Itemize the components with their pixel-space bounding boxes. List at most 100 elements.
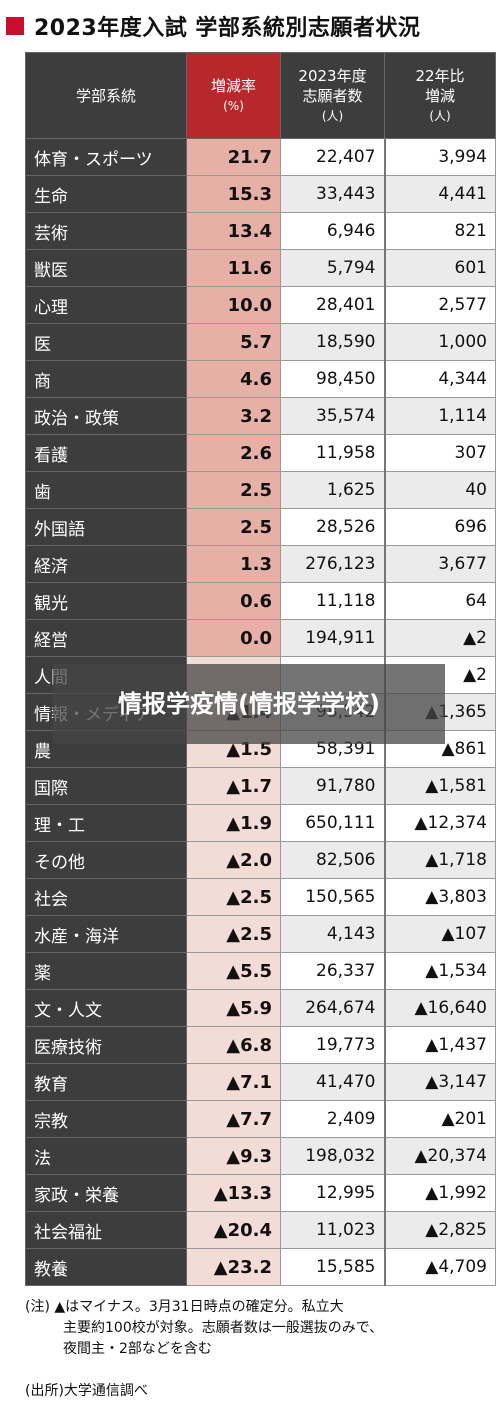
change-cell: ▲4,709 (384, 1248, 496, 1286)
applicants-cell: 11,958 (280, 434, 386, 472)
category-cell: 国際 (25, 767, 187, 805)
rate-cell: 2.5 (186, 471, 281, 509)
rate-cell: 3.2 (186, 397, 281, 435)
category-cell: 外国語 (25, 508, 187, 546)
category-cell: 経営 (25, 619, 187, 657)
applicants-cell: 82,506 (280, 841, 386, 879)
change-cell: 3,994 (384, 138, 496, 176)
notes: (注) ▲はマイナス。3月31日時点の確定分。私立大 主要約100校が対象。志願… (25, 1297, 495, 1360)
applicants-cell: 2,409 (280, 1100, 386, 1138)
category-cell: 歯 (25, 471, 187, 509)
category-cell: 教育 (25, 1063, 187, 1101)
table-row: 水産・海洋 ▲2.5 4,143 ▲107 (25, 915, 496, 953)
table-header-row: 学部系統 増減率 (%) 2023年度志願者数 (人) 22年比増減 (人) (25, 52, 496, 139)
table-row: 社会 ▲2.5 150,565 ▲3,803 (25, 878, 496, 916)
change-cell: ▲1,534 (384, 952, 496, 990)
change-cell: 1,114 (384, 397, 496, 435)
rate-cell: ▲1.9 (186, 804, 281, 842)
rate-cell: ▲2.0 (186, 841, 281, 879)
category-cell: 政治・政策 (25, 397, 187, 435)
category-cell: 商 (25, 360, 187, 398)
table-row: 商 4.6 98,450 4,344 (25, 360, 496, 398)
applicants-cell: 194,911 (280, 619, 386, 657)
change-cell: ▲2 (384, 619, 496, 657)
change-cell: 4,441 (384, 175, 496, 213)
applicants-cell: 33,443 (280, 175, 386, 213)
category-cell: 経済 (25, 545, 187, 583)
change-cell: ▲2,825 (384, 1211, 496, 1249)
applicants-cell: 5,794 (280, 249, 386, 287)
applicants-cell: 150,565 (280, 878, 386, 916)
category-cell: 水産・海洋 (25, 915, 187, 953)
applicants-cell: 264,674 (280, 989, 386, 1027)
table-row: 理・工 ▲1.9 650,111 ▲12,374 (25, 804, 496, 842)
change-cell: ▲16,640 (384, 989, 496, 1027)
rate-cell: 11.6 (186, 249, 281, 287)
change-cell: 696 (384, 508, 496, 546)
header-category: 学部系統 (25, 52, 187, 139)
change-cell: 64 (384, 582, 496, 620)
applicants-cell: 41,470 (280, 1063, 386, 1101)
category-cell: 教養 (25, 1248, 187, 1286)
rate-cell: ▲2.5 (186, 915, 281, 953)
note-line: (注) ▲はマイナス。3月31日時点の確定分。私立大 (25, 1299, 344, 1315)
table-row: 生命 15.3 33,443 4,441 (25, 175, 496, 213)
rate-cell: 13.4 (186, 212, 281, 250)
rate-cell: ▲5.9 (186, 989, 281, 1027)
header-unit: (%) (223, 98, 244, 113)
table-row: 観光 0.6 11,118 64 (25, 582, 496, 620)
applicants-cell: 12,995 (280, 1174, 386, 1212)
rate-cell: 2.6 (186, 434, 281, 472)
category-cell: 文・人文 (25, 989, 187, 1027)
rate-cell: ▲9.3 (186, 1137, 281, 1175)
table-row: その他 ▲2.0 82,506 ▲1,718 (25, 841, 496, 879)
table-row: 政治・政策 3.2 35,574 1,114 (25, 397, 496, 435)
category-cell: 法 (25, 1137, 187, 1175)
rate-cell: 4.6 (186, 360, 281, 398)
applicants-cell: 6,946 (280, 212, 386, 250)
applicants-cell: 1,625 (280, 471, 386, 509)
table-row: 医療技術 ▲6.8 19,773 ▲1,437 (25, 1026, 496, 1064)
table-row: 教養 ▲23.2 15,585 ▲4,709 (25, 1248, 496, 1286)
change-cell: 3,677 (384, 545, 496, 583)
table-row: 家政・栄養 ▲13.3 12,995 ▲1,992 (25, 1174, 496, 1212)
rate-cell: ▲20.4 (186, 1211, 281, 1249)
change-cell: 40 (384, 471, 496, 509)
applicants-cell: 28,401 (280, 286, 386, 324)
table-row: 経済 1.3 276,123 3,677 (25, 545, 496, 583)
change-cell: 1,000 (384, 323, 496, 361)
rate-cell: ▲7.1 (186, 1063, 281, 1101)
table-row: 体育・スポーツ 21.7 22,407 3,994 (25, 138, 496, 176)
table-row: 文・人文 ▲5.9 264,674 ▲16,640 (25, 989, 496, 1027)
applicants-cell: 26,337 (280, 952, 386, 990)
category-cell: 家政・栄養 (25, 1174, 187, 1212)
table-row: 教育 ▲7.1 41,470 ▲3,147 (25, 1063, 496, 1101)
header-applicants: 2023年度志願者数 (人) (280, 52, 385, 139)
table-row: 社会福祉 ▲20.4 11,023 ▲2,825 (25, 1211, 496, 1249)
change-cell: ▲1,581 (384, 767, 496, 805)
table-row: 獣医 11.6 5,794 601 (25, 249, 496, 287)
header-label: 学部系統 (75, 86, 136, 105)
applicants-cell: 19,773 (280, 1026, 386, 1064)
change-cell: 821 (384, 212, 496, 250)
change-cell: ▲1,437 (384, 1026, 496, 1064)
table-row: 国際 ▲1.7 91,780 ▲1,581 (25, 767, 496, 805)
header-label: 22年比増減 (415, 66, 465, 105)
category-cell: 社会 (25, 878, 187, 916)
rate-cell: 0.6 (186, 582, 281, 620)
rate-cell: ▲6.8 (186, 1026, 281, 1064)
change-cell: 4,344 (384, 360, 496, 398)
header-label: 増減率 (210, 76, 256, 95)
category-cell: 獣医 (25, 249, 187, 287)
change-cell: ▲201 (384, 1100, 496, 1138)
rate-cell: 21.7 (186, 138, 281, 176)
rate-cell: ▲5.5 (186, 952, 281, 990)
applicants-cell: 22,407 (280, 138, 386, 176)
overlay-text: 情报学疫情(情报学学校) (118, 690, 380, 718)
category-cell: 薬 (25, 952, 187, 990)
category-cell: 理・工 (25, 804, 187, 842)
header-unit: (人) (429, 108, 451, 123)
category-cell: 宗教 (25, 1100, 187, 1138)
table-row: 宗教 ▲7.7 2,409 ▲201 (25, 1100, 496, 1138)
header-unit: (人) (321, 108, 344, 123)
